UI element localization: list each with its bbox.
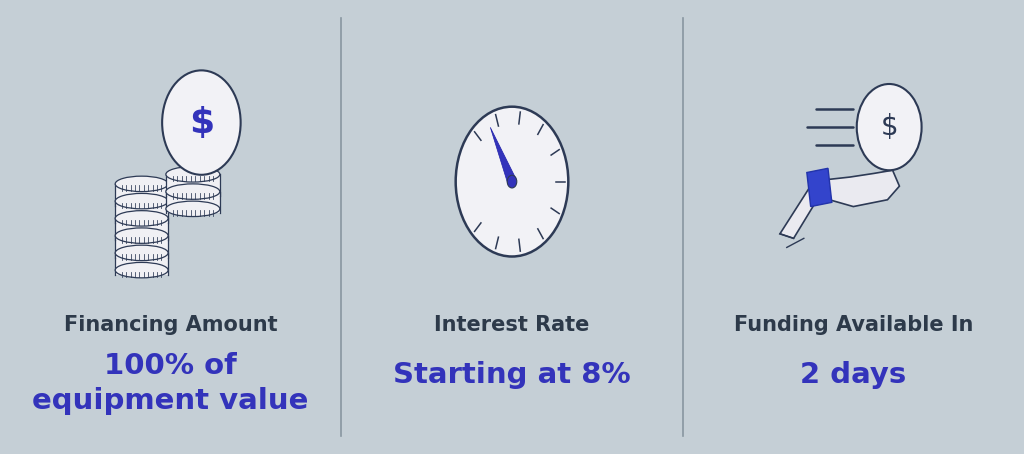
Bar <box>166 192 220 213</box>
Text: 2 days: 2 days <box>800 360 906 389</box>
Bar <box>115 253 168 275</box>
Circle shape <box>507 175 517 188</box>
Polygon shape <box>807 168 831 207</box>
Ellipse shape <box>166 201 220 217</box>
Circle shape <box>456 107 568 257</box>
Bar <box>115 201 168 223</box>
Ellipse shape <box>115 262 168 278</box>
Text: Funding Available In: Funding Available In <box>733 315 973 335</box>
Text: Financing Amount: Financing Amount <box>63 315 278 335</box>
Bar <box>115 184 168 206</box>
Text: Starting at 8%: Starting at 8% <box>393 360 631 389</box>
Bar <box>115 236 168 257</box>
Bar <box>166 174 220 196</box>
Ellipse shape <box>115 193 168 209</box>
Text: 100% of
equipment value: 100% of equipment value <box>33 352 309 415</box>
Ellipse shape <box>115 211 168 226</box>
Circle shape <box>857 84 922 170</box>
Polygon shape <box>780 177 822 238</box>
Ellipse shape <box>166 167 220 182</box>
Circle shape <box>162 70 241 175</box>
Text: Interest Rate: Interest Rate <box>434 315 590 335</box>
Ellipse shape <box>166 184 220 199</box>
Bar <box>115 218 168 240</box>
Ellipse shape <box>115 228 168 243</box>
Ellipse shape <box>115 176 168 192</box>
Text: $: $ <box>188 106 214 139</box>
Polygon shape <box>490 128 516 184</box>
Ellipse shape <box>115 245 168 261</box>
Polygon shape <box>822 170 899 207</box>
Text: $: $ <box>881 113 898 141</box>
